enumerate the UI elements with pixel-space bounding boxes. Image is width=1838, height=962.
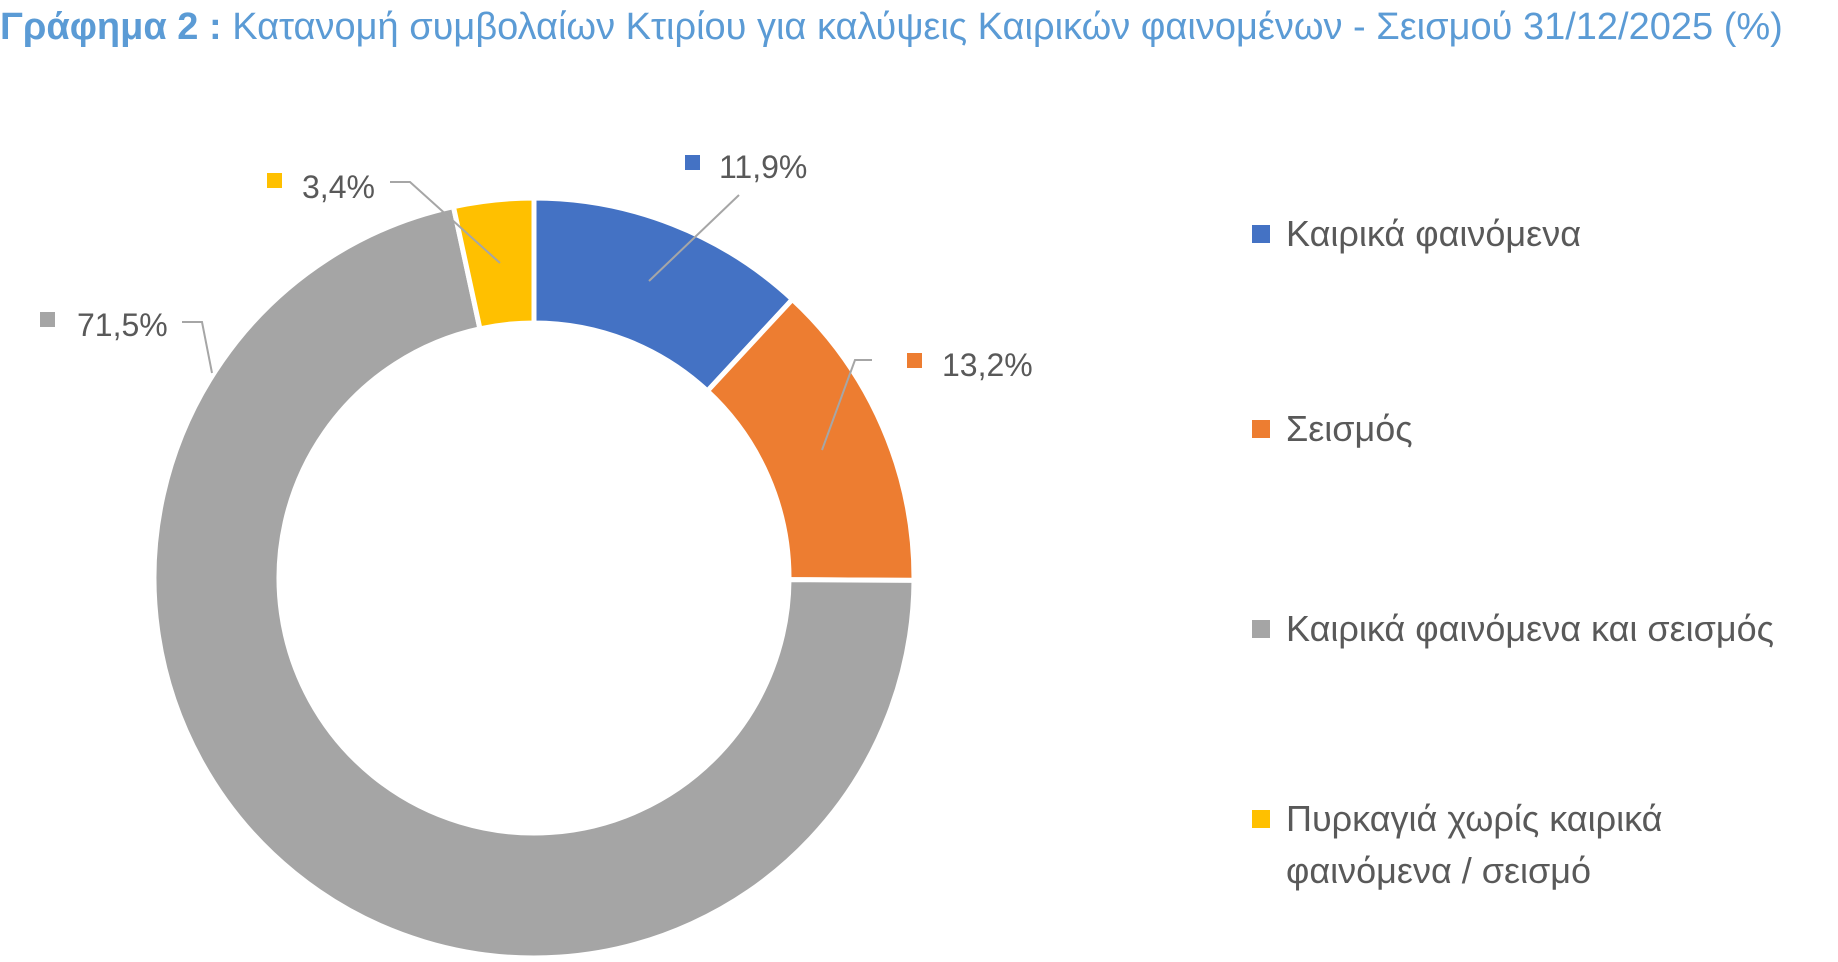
doughnut-chart: 11,9% 13,2% 71,5% 3,4% — [40, 149, 1033, 961]
legend-swatch-1 — [1252, 225, 1270, 243]
data-label-marker-3 — [40, 312, 55, 327]
leader-line-3 — [182, 321, 213, 374]
chart-title-text: Κατανομή συμβολαίων Κτιρίου για καλύψεις… — [232, 6, 1783, 48]
data-label-4: 3,4% — [302, 169, 375, 205]
legend-label-4-line-1: Πυρκαγιά χωρίς καιρικά — [1286, 798, 1663, 839]
legend-swatch-2 — [1252, 420, 1270, 438]
legend-swatch-3 — [1252, 620, 1270, 638]
chart-title-number: Γράφημα 2 : — [0, 6, 222, 48]
doughnut-slices — [151, 195, 917, 961]
legend-label-3: Καιρικά φαινόμενα και σεισμός — [1286, 608, 1774, 649]
doughnut-slice-3 — [151, 203, 917, 961]
legend-label-1: Καιρικά φαινόμενα — [1286, 213, 1582, 254]
data-label-3: 71,5% — [77, 307, 168, 343]
leader-line-1 — [648, 194, 740, 282]
doughnut-slice-4 — [450, 195, 537, 332]
data-label-1: 11,9% — [719, 149, 807, 185]
legend-label-4-line-2: φαινόμενα / σεισμό — [1286, 850, 1592, 891]
data-label-marker-2 — [907, 353, 922, 368]
data-label-leader-lines — [182, 181, 872, 451]
leader-line-4 — [390, 181, 501, 264]
legend-label-2: Σεισμός — [1286, 408, 1413, 449]
leader-line-2 — [821, 359, 872, 451]
data-label-marker-4 — [267, 173, 282, 188]
legend-swatch-4 — [1252, 810, 1270, 828]
data-label-2: 13,2% — [942, 347, 1033, 383]
data-labels: 11,9% 13,2% 71,5% 3,4% — [40, 149, 1033, 383]
data-label-marker-1 — [685, 155, 700, 170]
chart-title: Γράφημα 2 : Κατανομή συμβολαίων Κτιρίου … — [0, 0, 1838, 54]
